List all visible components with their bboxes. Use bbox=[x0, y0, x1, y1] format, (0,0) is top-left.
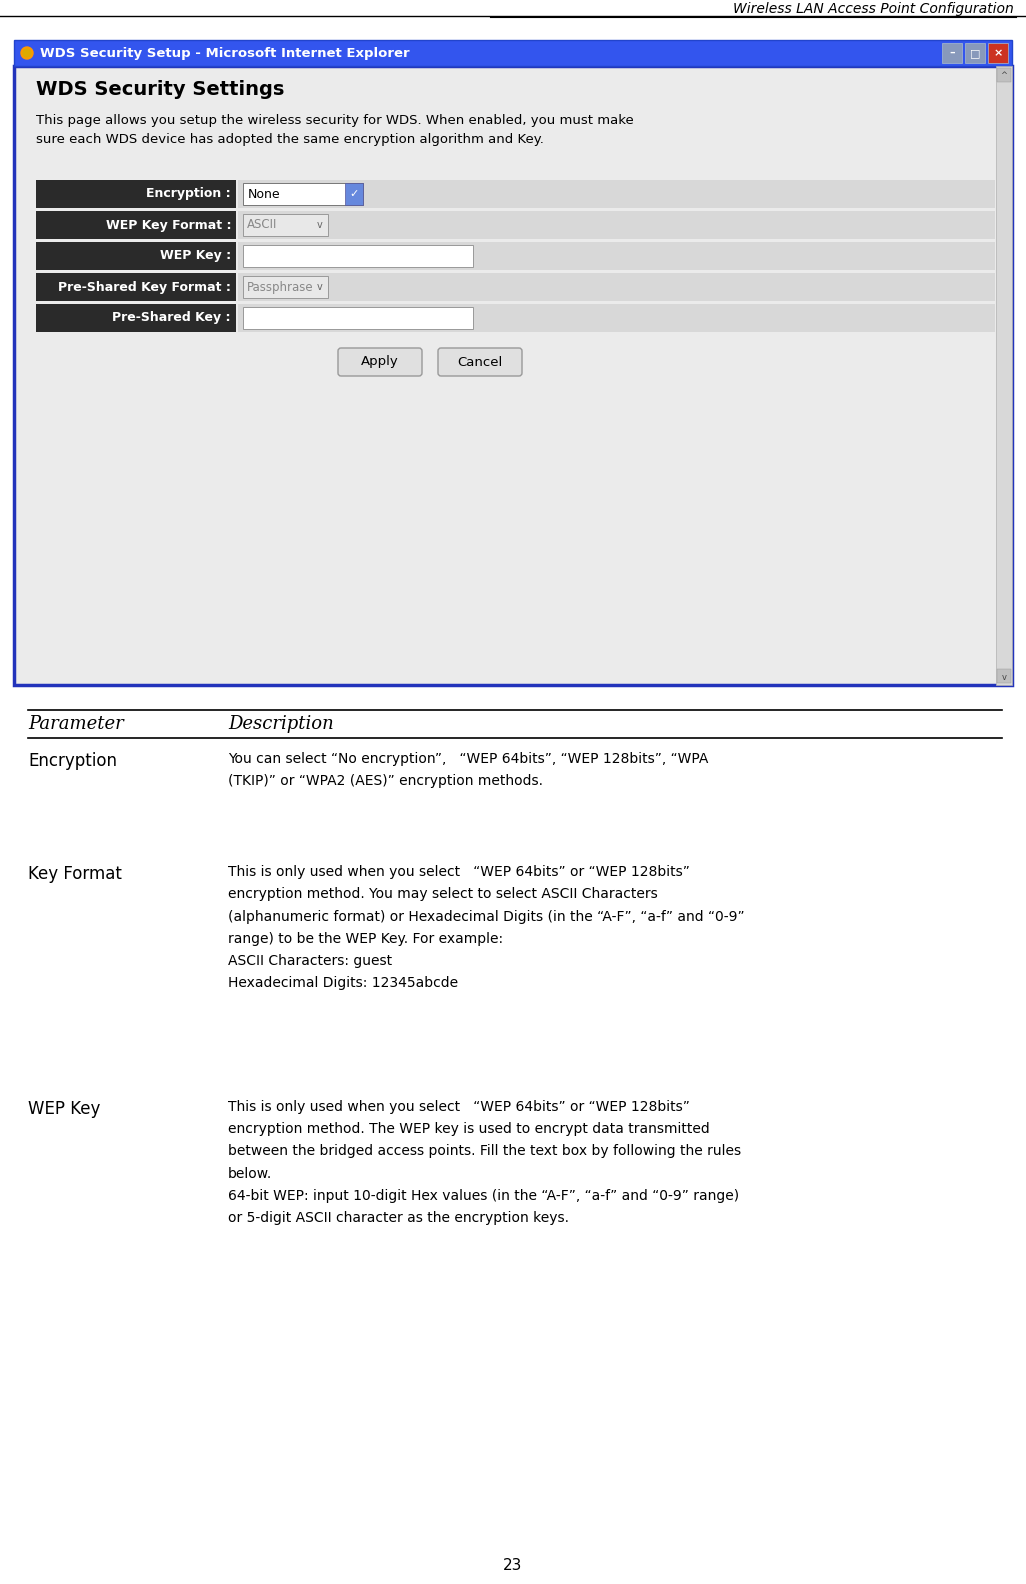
FancyBboxPatch shape bbox=[345, 184, 363, 204]
Circle shape bbox=[23, 49, 31, 57]
Text: Wireless LAN Access Point Configuration: Wireless LAN Access Point Configuration bbox=[734, 2, 1014, 16]
Text: WEP Key Format :: WEP Key Format : bbox=[106, 219, 231, 231]
Text: This page allows you setup the wireless security for WDS. When enabled, you must: This page allows you setup the wireless … bbox=[36, 114, 634, 146]
Text: Key Format: Key Format bbox=[28, 865, 122, 882]
Text: ^: ^ bbox=[1000, 71, 1008, 79]
FancyBboxPatch shape bbox=[997, 668, 1011, 683]
Text: Pre-Shared Key Format :: Pre-Shared Key Format : bbox=[58, 280, 231, 293]
Text: Passphrase: Passphrase bbox=[247, 280, 314, 293]
FancyBboxPatch shape bbox=[238, 242, 995, 269]
Text: This is only used when you select   “WEP 64bits” or “WEP 128bits”
encryption met: This is only used when you select “WEP 6… bbox=[228, 865, 745, 990]
FancyBboxPatch shape bbox=[36, 272, 236, 301]
FancyBboxPatch shape bbox=[238, 304, 995, 333]
FancyBboxPatch shape bbox=[243, 184, 363, 204]
FancyBboxPatch shape bbox=[238, 272, 995, 301]
FancyBboxPatch shape bbox=[14, 40, 1012, 67]
FancyBboxPatch shape bbox=[14, 67, 1012, 684]
Text: None: None bbox=[248, 187, 281, 201]
Text: Parameter: Parameter bbox=[28, 714, 124, 733]
Text: □: □ bbox=[970, 48, 980, 59]
Text: ×: × bbox=[993, 48, 1002, 59]
Text: Pre-Shared Key :: Pre-Shared Key : bbox=[113, 312, 231, 325]
FancyBboxPatch shape bbox=[36, 304, 236, 333]
Text: ASCII: ASCII bbox=[247, 219, 277, 231]
FancyBboxPatch shape bbox=[988, 43, 1008, 63]
Text: You can select “No encryption”,   “WEP 64bits”, “WEP 128bits”, “WPA
(TKIP)” or “: You can select “No encryption”, “WEP 64b… bbox=[228, 752, 708, 789]
FancyBboxPatch shape bbox=[238, 211, 995, 239]
FancyBboxPatch shape bbox=[36, 181, 236, 208]
Text: –: – bbox=[949, 48, 955, 59]
FancyBboxPatch shape bbox=[942, 43, 962, 63]
Text: WEP Key: WEP Key bbox=[28, 1099, 101, 1118]
Text: 23: 23 bbox=[504, 1557, 522, 1573]
FancyBboxPatch shape bbox=[996, 67, 1012, 684]
Text: Encryption :: Encryption : bbox=[147, 187, 231, 201]
FancyBboxPatch shape bbox=[238, 181, 995, 208]
FancyBboxPatch shape bbox=[36, 242, 236, 269]
FancyBboxPatch shape bbox=[438, 348, 522, 375]
FancyBboxPatch shape bbox=[243, 214, 328, 236]
Text: v: v bbox=[1001, 673, 1007, 681]
Text: This is only used when you select   “WEP 64bits” or “WEP 128bits”
encryption met: This is only used when you select “WEP 6… bbox=[228, 1099, 741, 1226]
FancyBboxPatch shape bbox=[997, 68, 1011, 82]
Text: WDS Security Setup - Microsoft Internet Explorer: WDS Security Setup - Microsoft Internet … bbox=[40, 46, 409, 60]
Text: Description: Description bbox=[228, 714, 333, 733]
Text: Cancel: Cancel bbox=[458, 355, 503, 369]
Text: WDS Security Settings: WDS Security Settings bbox=[36, 81, 284, 98]
Text: v: v bbox=[317, 220, 323, 230]
FancyBboxPatch shape bbox=[243, 276, 328, 298]
Circle shape bbox=[21, 48, 33, 59]
Text: Encryption: Encryption bbox=[28, 752, 117, 770]
FancyBboxPatch shape bbox=[243, 246, 473, 268]
FancyBboxPatch shape bbox=[243, 307, 473, 329]
Text: ✓: ✓ bbox=[349, 188, 359, 200]
FancyBboxPatch shape bbox=[338, 348, 422, 375]
Text: v: v bbox=[317, 282, 323, 291]
FancyBboxPatch shape bbox=[965, 43, 985, 63]
FancyBboxPatch shape bbox=[36, 211, 236, 239]
Text: WEP Key :: WEP Key : bbox=[160, 250, 231, 263]
Text: Apply: Apply bbox=[361, 355, 399, 369]
